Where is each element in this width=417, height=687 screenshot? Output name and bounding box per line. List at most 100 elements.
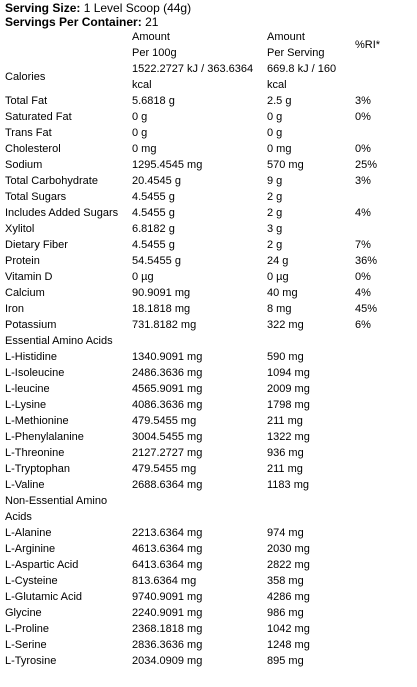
cell: 3% xyxy=(355,175,371,187)
row-label: L-Histidine xyxy=(5,351,57,363)
cell: 7% xyxy=(355,239,371,251)
cell: 0 mg xyxy=(132,143,157,155)
row-label: L-Aspartic Acid xyxy=(5,559,79,571)
row-label: L-Methionine xyxy=(5,415,69,427)
cell: 2240.9091 mg xyxy=(132,607,203,619)
cell: 2127.2727 mg xyxy=(132,447,203,459)
nutrient-row: Saturated Fat 0 g 0 g 0% xyxy=(5,109,417,125)
cell: 5.6818 g xyxy=(132,95,175,107)
cell xyxy=(355,413,417,429)
cell: 813.6364 mg xyxy=(132,575,197,587)
servings: 21 xyxy=(145,15,159,29)
nutrient-row: L-Glutamic Acid 9740.9091 mg 4286 mg xyxy=(5,589,417,605)
cell xyxy=(355,429,417,445)
cell: 0% xyxy=(355,143,371,155)
row-label: Protein xyxy=(5,255,40,267)
nutrient-row: L-Arginine 4613.6364 mg 2030 mg xyxy=(5,541,417,557)
cell: 1248 mg xyxy=(267,639,310,651)
cell xyxy=(355,621,417,637)
serving-info: Serving Size: 1 Level Scoop (44g) Servin… xyxy=(0,0,417,29)
cell: 986 mg xyxy=(267,607,304,619)
nutrient-row: Total Fat 5.6818 g 2.5 g 3% xyxy=(5,93,417,109)
row-label: L-Cysteine xyxy=(5,575,58,587)
cell: 0 g xyxy=(132,111,148,123)
cell: 2 g xyxy=(267,239,283,251)
cell xyxy=(355,461,417,477)
row-label: Calories xyxy=(5,71,46,83)
cell: 2368.1818 mg xyxy=(132,623,203,635)
cell: 9740.9091 mg xyxy=(132,591,203,603)
row-label: Essential Amino Acids xyxy=(5,335,113,347)
nutrition-table: Amount Per 100g Amount Per Serving %RI* Calor… xyxy=(5,29,417,669)
cell xyxy=(355,493,417,525)
cell xyxy=(355,589,417,605)
row-label: L-Alanine xyxy=(5,527,52,539)
cell: 6413.6364 mg xyxy=(132,559,203,571)
cell: 54.5455 g xyxy=(132,255,181,267)
cell xyxy=(355,381,417,397)
cell: 211 mg xyxy=(267,415,303,427)
cell: 1042 mg xyxy=(267,623,310,635)
cell: 2009 mg xyxy=(267,383,310,395)
row-label: Cholesterol xyxy=(5,143,61,155)
nutrient-row: L-Valine 2688.6364 mg 1183 mg xyxy=(5,477,417,493)
cell: 18.1818 mg xyxy=(132,303,191,315)
section-row: Essential Amino Acids xyxy=(5,333,417,349)
nutrient-row: Vitamin D 0 µg 0 µg 0% xyxy=(5,269,417,285)
servings-label: Servings Per Container: xyxy=(5,15,142,29)
row-label: L-Isoleucine xyxy=(5,367,65,379)
cell xyxy=(355,557,417,573)
cell: 36% xyxy=(355,255,378,267)
row-label: Xylitol xyxy=(5,223,35,235)
cell xyxy=(267,493,355,525)
serving-size-line: Serving Size: 1 Level Scoop (44g) xyxy=(5,1,412,15)
cell xyxy=(355,221,417,237)
cell xyxy=(355,125,417,141)
header-text: %RI* xyxy=(355,39,381,51)
row-label: L-Valine xyxy=(5,479,45,491)
row-label: Saturated Fat xyxy=(5,111,72,123)
cell xyxy=(355,605,417,621)
cell xyxy=(355,333,417,349)
cell: 24 g xyxy=(267,255,289,267)
cell: 0 µg xyxy=(132,271,154,283)
nutrient-row: L-Alanine 2213.6364 mg 974 mg xyxy=(5,525,417,541)
cell: 211 mg xyxy=(267,463,303,475)
cell: 895 mg xyxy=(267,655,304,667)
cell xyxy=(355,525,417,541)
cell: 4.5455 g xyxy=(132,239,175,251)
cell: 1183 mg xyxy=(267,479,309,491)
cell: 3004.5455 mg xyxy=(132,431,203,443)
row-label: Vitamin D xyxy=(5,271,53,283)
cell xyxy=(355,637,417,653)
cell: 4% xyxy=(355,207,371,219)
column-header: %RI* xyxy=(355,29,417,61)
cell: 0 g xyxy=(267,111,283,123)
row-label: L-leucine xyxy=(5,383,50,395)
cell: 2688.6364 mg xyxy=(132,479,203,491)
row-label: L-Tryptophan xyxy=(5,463,71,475)
nutrient-row: Calories 1522.2727 kJ / 363.6364 kcal 669.… xyxy=(5,61,417,93)
nutrient-row: Potassium 731.8182 mg 322 mg 6% xyxy=(5,317,417,333)
cell: 2 g xyxy=(267,191,283,203)
cell: 8 mg xyxy=(267,303,292,315)
cell: 2486.3636 mg xyxy=(132,367,203,379)
cell: 358 mg xyxy=(267,575,304,587)
nutrient-row: L-Proline 2368.1818 mg 1042 mg xyxy=(5,621,417,637)
cell: 2213.6364 mg xyxy=(132,527,203,539)
cell xyxy=(355,445,417,461)
cell: 4565.9091 mg xyxy=(132,383,203,395)
cell: 322 mg xyxy=(267,319,304,331)
nutrient-row: L-Aspartic Acid 6413.6364 mg 2822 mg xyxy=(5,557,417,573)
cell: 2034.0909 mg xyxy=(132,655,203,667)
cell: 479.5455 mg xyxy=(132,463,197,475)
cell: 20.4545 g xyxy=(132,175,181,187)
row-label: Non-Essential Amino Acids xyxy=(5,495,108,523)
section-row: Non-Essential Amino Acids xyxy=(5,493,417,525)
row-label: Dietary Fiber xyxy=(5,239,68,251)
serving-size: 1 Level Scoop (44g) xyxy=(83,1,192,15)
cell: 0 g xyxy=(132,127,148,139)
header-text: Per Serving xyxy=(267,47,325,59)
cell xyxy=(355,573,417,589)
row-label: L-Glutamic Acid xyxy=(5,591,83,603)
